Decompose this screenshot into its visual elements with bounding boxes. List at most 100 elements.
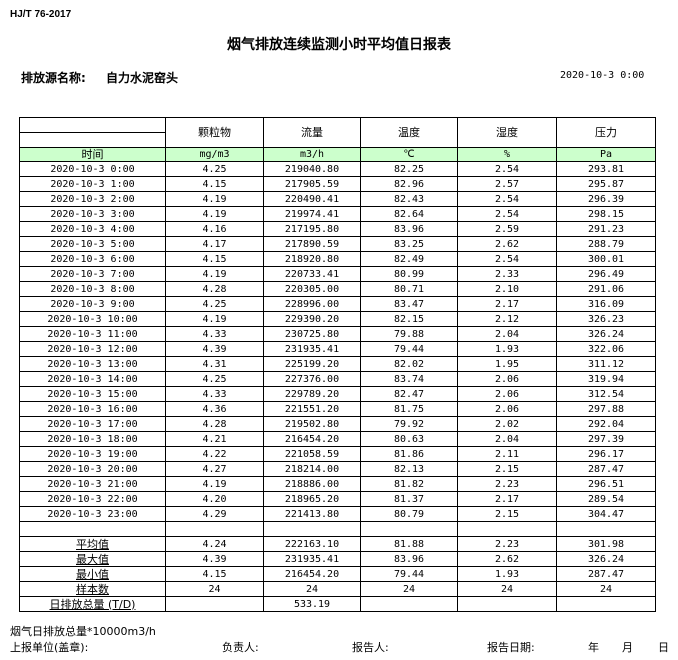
value-cell: 2.02 — [457, 416, 557, 432]
value-cell: 326.24 — [556, 326, 656, 342]
value-cell: 4.25 — [165, 296, 264, 312]
table-row: 2020-10-3 15:00 4.33 229789.20 82.47 2.06 312… — [19, 386, 656, 402]
value-cell: 1.93 — [457, 341, 557, 357]
value-cell: 2.33 — [457, 266, 557, 282]
value-cell: 229390.20 — [263, 311, 361, 327]
value-cell: 2.04 — [457, 326, 557, 342]
row-label: 2020-10-3 19:00 — [19, 446, 166, 462]
day-label: 日 — [658, 641, 669, 654]
value-cell: 83.74 — [360, 371, 458, 387]
value-cell: 231935.41 — [263, 551, 361, 567]
unit-cell: ℃ — [360, 147, 458, 162]
row-label: 2020-10-3 9:00 — [19, 296, 166, 312]
value-cell: 218886.00 — [263, 476, 361, 492]
value-cell: 81.88 — [360, 536, 458, 552]
value-cell: 326.24 — [556, 551, 656, 567]
value-cell: 82.25 — [360, 161, 458, 177]
value-cell: 2.06 — [457, 371, 557, 387]
row-label: 2020-10-3 7:00 — [19, 266, 166, 282]
reporting-unit-label: 上报单位(盖章): — [10, 641, 89, 654]
table-row: 2020-10-3 9:00 4.25 228996.00 83.47 2.17 316.… — [19, 296, 656, 312]
responsible-label: 负责人: — [222, 641, 259, 654]
empty-row — [19, 521, 656, 537]
value-cell: 4.31 — [165, 356, 264, 372]
row-label: 平均值 — [19, 536, 166, 552]
value-cell: 230725.80 — [263, 326, 361, 342]
row-label: 2020-10-3 12:00 — [19, 341, 166, 357]
value-cell: 218965.20 — [263, 491, 361, 507]
summary-row: 平均值 4.24 222163.10 81.88 2.23 301.98 — [19, 536, 656, 552]
value-cell: 2.17 — [457, 296, 557, 312]
page-title: 烟气排放连续监测小时平均值日报表 — [227, 37, 451, 53]
value-cell: 24 — [457, 581, 557, 597]
value-cell: 4.39 — [165, 341, 264, 357]
value-cell: 2.23 — [457, 536, 557, 552]
table-row: 2020-10-3 17:00 4.28 219502.80 79.92 2.02 292… — [19, 416, 656, 432]
year-label: 年 — [588, 641, 599, 654]
table-row: 2020-10-3 12:00 4.39 231935.41 79.44 1.93 322… — [19, 341, 656, 357]
value-cell: 533.19 — [263, 596, 361, 612]
reporter-label: 报告人: — [352, 641, 389, 654]
standard-code: HJ/T 76-2017 — [10, 9, 72, 20]
table-row: 2020-10-3 18:00 4.21 216454.20 80.63 2.04 297… — [19, 431, 656, 447]
value-cell: 4.36 — [165, 401, 264, 417]
header-blank-top — [19, 117, 166, 133]
value-cell: 2.15 — [457, 506, 557, 522]
value-cell: 2.62 — [457, 236, 557, 252]
value-cell: 2.59 — [457, 221, 557, 237]
value-cell: 291.06 — [556, 281, 656, 297]
value-cell: 4.28 — [165, 281, 264, 297]
value-cell: 24 — [556, 581, 656, 597]
value-cell: 81.75 — [360, 401, 458, 417]
value-cell: 82.02 — [360, 356, 458, 372]
table-row: 2020-10-3 16:00 4.36 221551.20 81.75 2.06 297… — [19, 401, 656, 417]
value-cell: 83.47 — [360, 296, 458, 312]
column-header: 颗粒物 — [165, 117, 264, 148]
value-cell — [457, 521, 557, 537]
value-cell: 4.33 — [165, 326, 264, 342]
column-header: 流量 — [263, 117, 361, 148]
summary-row: 最小值 4.15 216454.20 79.44 1.93 287.47 — [19, 566, 656, 582]
value-cell: 216454.20 — [263, 431, 361, 447]
table-row: 2020-10-3 20:00 4.27 218214.00 82.13 2.15 287… — [19, 461, 656, 477]
value-cell: 221058.59 — [263, 446, 361, 462]
column-header: 湿度 — [457, 117, 557, 148]
value-cell: 217195.80 — [263, 221, 361, 237]
row-label: 2020-10-3 20:00 — [19, 461, 166, 477]
table-row: 2020-10-3 7:00 4.19 220733.41 80.99 2.33 296.… — [19, 266, 656, 282]
value-cell: 2.54 — [457, 191, 557, 207]
table-row: 2020-10-3 8:00 4.28 220305.00 80.71 2.10 291.… — [19, 281, 656, 297]
table-row: 2020-10-3 23:00 4.29 221413.80 80.79 2.15 304… — [19, 506, 656, 522]
value-cell: 2.12 — [457, 311, 557, 327]
value-cell: 1.93 — [457, 566, 557, 582]
value-cell — [263, 521, 361, 537]
value-cell: 4.15 — [165, 251, 264, 267]
value-cell: 4.27 — [165, 461, 264, 477]
value-cell: 288.79 — [556, 236, 656, 252]
row-label: 2020-10-3 6:00 — [19, 251, 166, 267]
value-cell: 4.19 — [165, 206, 264, 222]
value-cell: 4.15 — [165, 176, 264, 192]
row-label: 2020-10-3 1:00 — [19, 176, 166, 192]
value-cell — [165, 521, 264, 537]
table-row: 2020-10-3 5:00 4.17 217890.59 83.25 2.62 288.… — [19, 236, 656, 252]
value-cell: 4.19 — [165, 191, 264, 207]
row-label: 2020-10-3 11:00 — [19, 326, 166, 342]
value-cell: 222163.10 — [263, 536, 361, 552]
header-row: 颗粒物 流量 温度 湿度 压力 — [19, 117, 656, 148]
column-header: 压力 — [556, 117, 656, 148]
row-label: 2020-10-3 22:00 — [19, 491, 166, 507]
value-cell: 82.15 — [360, 311, 458, 327]
value-cell: 82.96 — [360, 176, 458, 192]
value-cell: 221551.20 — [263, 401, 361, 417]
value-cell: 2.23 — [457, 476, 557, 492]
value-cell: 4.21 — [165, 431, 264, 447]
table-row: 2020-10-3 1:00 4.15 217905.59 82.96 2.57 295.… — [19, 176, 656, 192]
value-cell: 4.19 — [165, 311, 264, 327]
row-label: 2020-10-3 5:00 — [19, 236, 166, 252]
value-cell: 80.99 — [360, 266, 458, 282]
value-cell: 219040.80 — [263, 161, 361, 177]
summary-row: 样本数 24 24 24 24 24 — [19, 581, 656, 597]
value-cell: 221413.80 — [263, 506, 361, 522]
row-label: 2020-10-3 23:00 — [19, 506, 166, 522]
